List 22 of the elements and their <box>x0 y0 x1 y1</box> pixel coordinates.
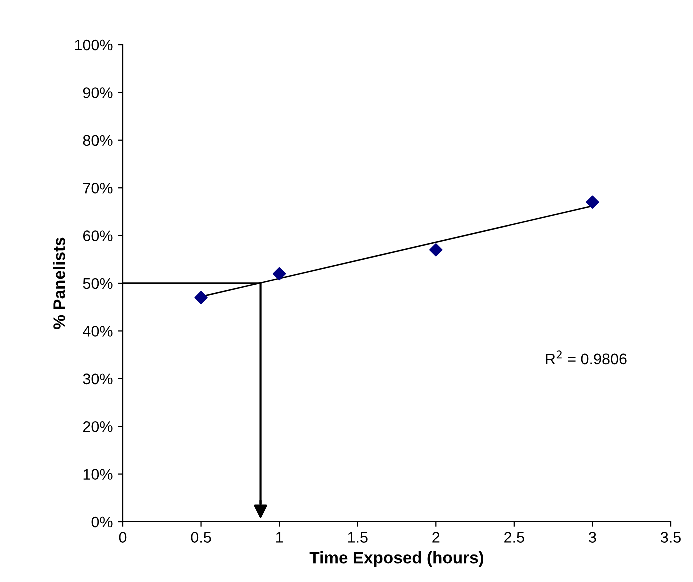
y-tick-label: 0% <box>92 516 113 528</box>
x-tick-label: 1 <box>276 532 284 543</box>
x-tick-label: 2 <box>432 532 440 543</box>
y-tick-label: 80% <box>83 135 113 146</box>
x-tick-label: 3.5 <box>660 532 681 543</box>
y-tick-label: 20% <box>83 421 113 432</box>
y-tick-label: 50% <box>83 278 113 290</box>
annotation: R$^{2}$ = 0.9806 <box>546 350 627 365</box>
y-tick-label: 30% <box>83 374 113 385</box>
y-tick-label: 70% <box>83 182 113 194</box>
y-tick-label: 90% <box>83 88 113 98</box>
x-tick-label: 0 <box>119 532 127 543</box>
y-tick-label: 40% <box>83 326 113 337</box>
x-tick-label: 3 <box>589 532 596 543</box>
y-axis-title: % Panelists <box>53 238 66 330</box>
x-tick-label: 1.5 <box>348 532 368 543</box>
x-tick-label: 0.5 <box>191 532 212 543</box>
x-tick-label: 2.5 <box>504 532 524 543</box>
y-tick-label: 10% <box>84 469 113 480</box>
y-tick-label: 60% <box>83 230 113 242</box>
x-axis-title: Time Exposed (hours) <box>310 552 484 568</box>
y-tick-label: 100% <box>75 40 113 51</box>
